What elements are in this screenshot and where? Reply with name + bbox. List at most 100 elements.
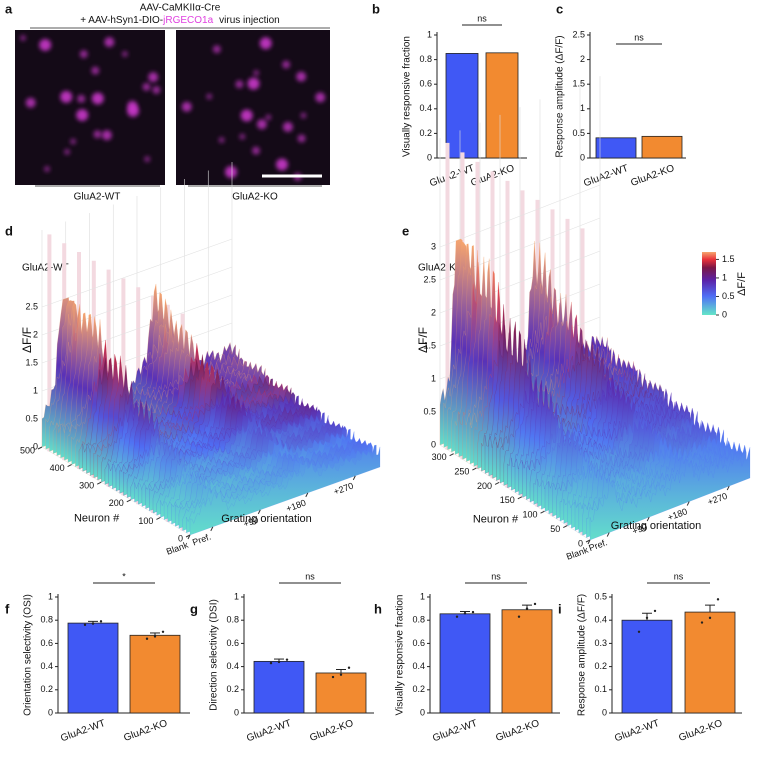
z-tick-label: 2.5 (423, 274, 436, 284)
x-tick (606, 532, 610, 537)
x-tick (305, 492, 309, 498)
cell (239, 133, 246, 140)
x-tick-label: GluA2-KO (677, 718, 724, 744)
z-tick-label: 1.5 (423, 340, 436, 350)
colorbar-tick-label: 1 (722, 272, 727, 282)
cell (296, 71, 307, 82)
y-axis-label: Neuron # (74, 513, 120, 525)
micrograph (176, 30, 330, 185)
y-tick (37, 446, 43, 450)
z-axis-label: ΔF/F (20, 327, 34, 353)
cell (315, 92, 326, 103)
cell (60, 90, 73, 103)
data-point (525, 607, 529, 610)
cell (206, 93, 213, 100)
data-point (708, 616, 712, 620)
colorbar-tick-label: 1.5 (722, 254, 735, 264)
cell (218, 136, 225, 143)
cell (127, 100, 138, 111)
x-tick (726, 485, 730, 491)
data-point (277, 660, 281, 664)
y-tick-label: 0 (578, 538, 583, 548)
z-tick-label: 2 (431, 307, 436, 317)
bar (253, 660, 305, 714)
cell (282, 121, 293, 132)
y-tick-label: 250 (454, 466, 469, 476)
cell (247, 77, 260, 90)
significance-label: ns (477, 13, 487, 23)
y-tick-label: 0 (427, 152, 432, 162)
cell (77, 94, 86, 103)
bar (439, 613, 491, 714)
cell (79, 50, 88, 59)
cell (225, 166, 238, 179)
cell (39, 38, 52, 51)
bar (595, 137, 637, 159)
y-tick-label: 0.4 (40, 661, 53, 671)
y-tick-label: 1 (420, 591, 425, 601)
y-tick (67, 464, 72, 468)
y-tick-label: 0 (234, 707, 239, 717)
panel-label: g (190, 601, 198, 616)
z-tick-label: 0 (33, 441, 38, 451)
cell (70, 138, 77, 145)
x-tick-label: GluA2-KO (122, 718, 169, 744)
y-tick-label: 50 (550, 524, 560, 534)
y-tick-label: 0.2 (40, 684, 53, 694)
bar (501, 609, 553, 714)
x-tick-label: GluA2-KO (308, 718, 355, 744)
panel-a-title: AAV-CaMKIIα-Cre (140, 3, 221, 14)
significance-label: ns (674, 571, 684, 581)
data-point (99, 620, 103, 623)
bar (129, 634, 181, 714)
cell (91, 66, 100, 75)
data-point (533, 602, 537, 606)
y-tick-label: 500 (20, 445, 35, 455)
y-tick-label: 0 (178, 533, 183, 543)
surface-slice (189, 446, 381, 536)
y-tick-label: 0.8 (40, 615, 53, 625)
y-tick-label: 0.2 (412, 684, 425, 694)
y-tick-label: 0.4 (226, 661, 239, 671)
y-tick-label: 0.6 (412, 638, 425, 648)
panel-label: h (374, 601, 382, 616)
y-tick-label: 0.2 (419, 128, 432, 138)
bar (445, 53, 479, 159)
y-tick (96, 481, 102, 485)
cell (76, 109, 89, 122)
y-axis-label: Orientation selectivity (OSI) (23, 594, 34, 716)
y-tick-label: 1.5 (572, 79, 585, 89)
x-tick-label: GluA2-WT (582, 163, 630, 189)
y-tick (472, 467, 477, 471)
significance-label: ns (634, 32, 644, 42)
x-tick-label: GluA2-WT (431, 718, 479, 744)
z-tick-label: 0 (431, 439, 436, 449)
panel-title: GluA2-KO (418, 263, 464, 274)
cell (181, 101, 192, 112)
significance-label: ns (491, 571, 501, 581)
data-point (91, 622, 95, 625)
z-tick-label: 0.5 (423, 406, 436, 416)
y-tick-label: 0 (602, 707, 607, 717)
grid-line (439, 184, 601, 248)
data-point (716, 598, 720, 601)
y-tick-label: 1 (427, 29, 432, 39)
x-tick-label: GluA2-WT (245, 718, 293, 744)
cell (265, 114, 272, 121)
y-tick-label: 0.5 (572, 128, 585, 138)
bar (621, 619, 673, 714)
y-axis-label: Neuron # (473, 514, 519, 526)
data-point (269, 661, 273, 665)
y-tick-label: 0 (48, 707, 53, 717)
cell (121, 51, 128, 58)
x-tick-label: Pref. (191, 532, 212, 548)
z-tick-label: 2 (33, 329, 38, 339)
subtitle-part: jRGECO1a (162, 15, 213, 26)
cell (104, 37, 115, 48)
x-tick (587, 539, 591, 545)
cell (240, 109, 253, 122)
z-tick-label: 1 (33, 385, 38, 395)
data-point (347, 666, 351, 669)
x-tick (352, 475, 356, 481)
